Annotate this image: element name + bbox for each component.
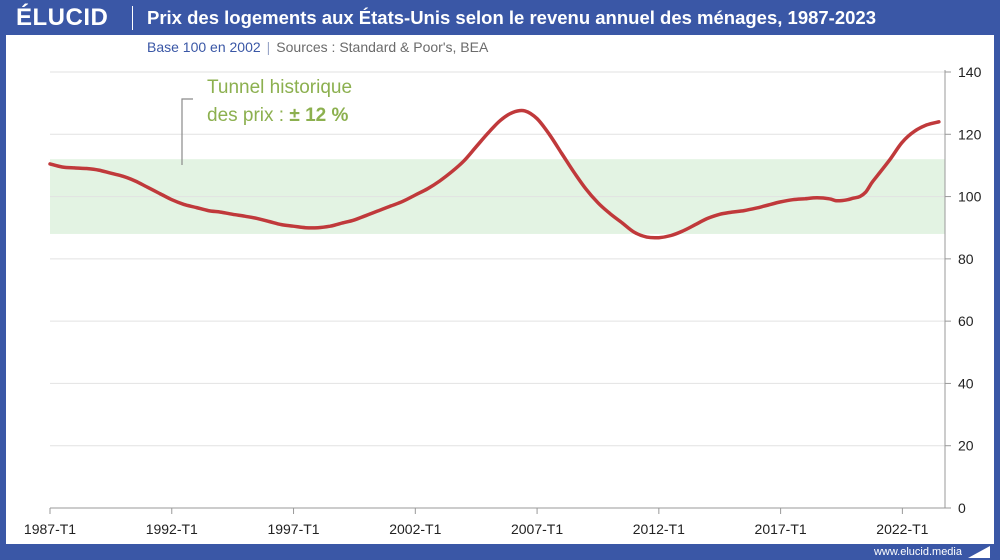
y-tick-label: 140 xyxy=(958,64,982,80)
footer-url-link[interactable]: www.elucid.media xyxy=(873,546,962,558)
y-tick-label: 120 xyxy=(958,126,982,142)
y-tick-label: 80 xyxy=(958,251,974,267)
price-series-line xyxy=(48,108,941,240)
y-tick-label: 40 xyxy=(958,375,974,391)
chart-subtitle: Base 100 en 2002 | Sources : Standard & Po… xyxy=(147,38,488,56)
y-tick-label: 100 xyxy=(958,189,982,205)
y-tick-label: 0 xyxy=(958,500,966,516)
header-divider xyxy=(132,6,133,30)
annotation-value: ± 12 % xyxy=(289,105,348,126)
x-tick-label: 2007-T1 xyxy=(511,521,563,537)
annotation-line-2: des prix : ± 12 % xyxy=(207,105,348,126)
x-tick-label: 1992-T1 xyxy=(146,521,198,537)
frame-left-border xyxy=(0,0,6,560)
footer-bar: www.elucid.media xyxy=(0,544,1000,560)
sources-note: Sources : Standard & Poor's, BEA xyxy=(276,39,489,55)
page-title: Prix des logements aux États-Unis selon … xyxy=(147,7,876,28)
x-tick-label: 1997-T1 xyxy=(267,521,319,537)
y-tick-label: 60 xyxy=(958,313,974,329)
annotation-callout-line xyxy=(181,98,193,165)
y-tick-label: 20 xyxy=(958,438,974,454)
elucid-logo: ÉLUCID xyxy=(16,4,109,31)
elucid-mark-icon xyxy=(968,546,990,558)
base-note: Base 100 en 2002 xyxy=(147,39,261,55)
x-tick-label: 2022-T1 xyxy=(876,521,928,537)
x-tick-label: 2017-T1 xyxy=(755,521,807,537)
line-chart: 0 20 40 60 80 100 120 140 1987-T1 1992-T1 1997-T1 2… xyxy=(24,64,982,537)
x-tick-label: 2012-T1 xyxy=(633,521,685,537)
frame-right-border xyxy=(994,0,1000,560)
x-tick-label: 2002-T1 xyxy=(389,521,441,537)
header-bar: ÉLUCID Prix des logements aux États-Unis… xyxy=(0,0,1000,35)
subtitle-separator: | xyxy=(266,39,271,55)
annotation-prefix: des prix : xyxy=(207,105,289,126)
x-tick-label: 1987-T1 xyxy=(24,521,76,537)
annotation-line-1: Tunnel historique xyxy=(207,77,352,98)
